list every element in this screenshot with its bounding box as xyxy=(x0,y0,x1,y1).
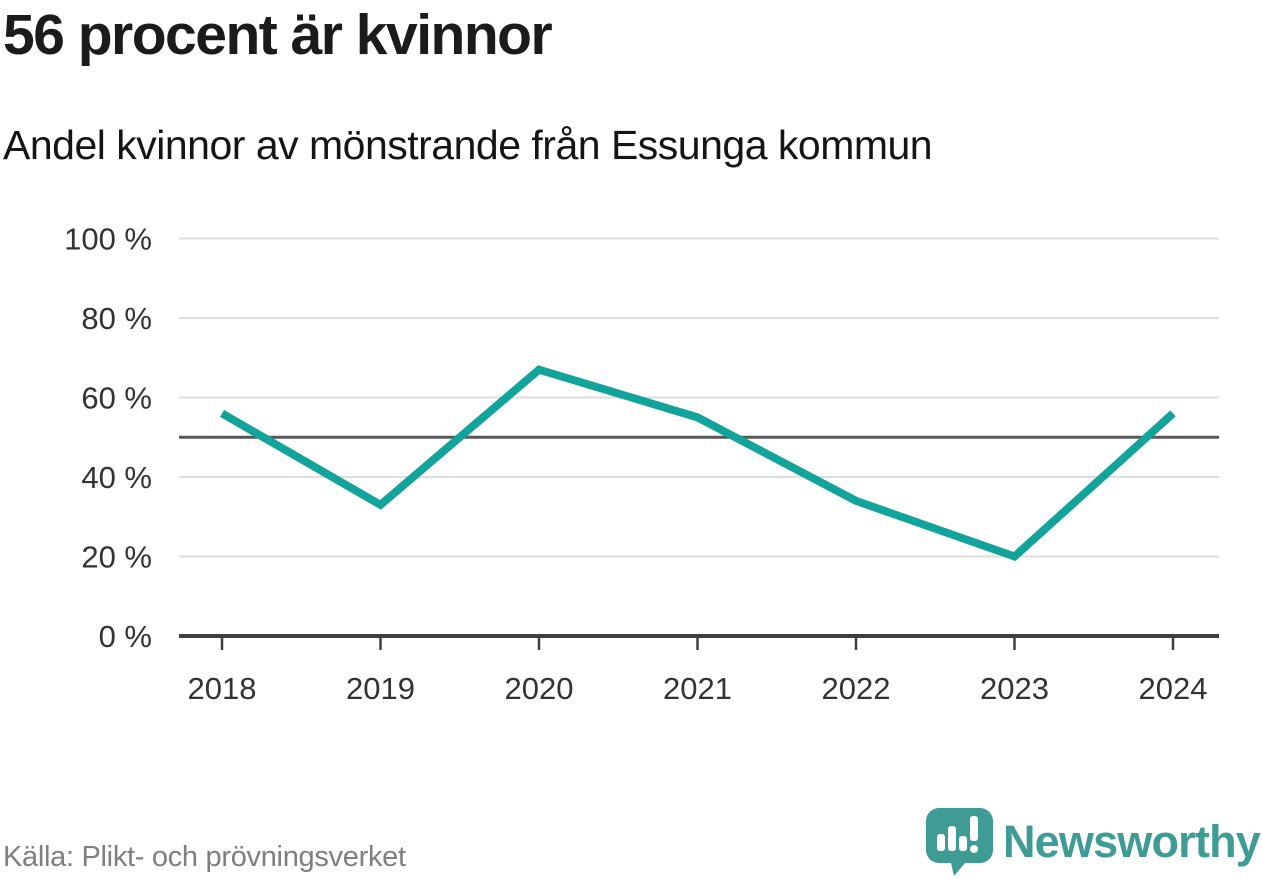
x-axis-tick-label: 2024 xyxy=(1139,671,1208,706)
y-axis-tick-label: 0 % xyxy=(99,619,152,654)
newsworthy-logo: Newsworthy xyxy=(925,806,1261,878)
exclamation-dot xyxy=(969,845,978,853)
x-axis-tick-label: 2023 xyxy=(980,671,1049,706)
y-axis-tick-label: 80 % xyxy=(81,301,152,336)
data-line-series xyxy=(220,365,1176,562)
y-axis-tick-label: 60 % xyxy=(81,381,152,416)
newsworthy-logo-text: Newsworthy xyxy=(1002,816,1261,867)
line-chart: 0 % 20 % 40 % 60 % 80 % 100 % 2018 2019 2020 2021… xyxy=(64,222,1219,706)
exclamation-bar xyxy=(969,816,978,841)
bar-1 xyxy=(936,834,945,851)
newsworthy-logo-icon xyxy=(925,808,993,876)
source-note: Källa: Plikt- och prövningsverket xyxy=(3,841,406,873)
bar-3 xyxy=(958,836,967,851)
x-axis-tick-label: 2021 xyxy=(663,671,732,706)
x-axis-tick-label: 2019 xyxy=(346,671,415,706)
x-axis-tick-label: 2018 xyxy=(188,671,257,706)
y-axis-tick-label: 40 % xyxy=(81,460,152,495)
y-axis-tick-label: 100 % xyxy=(64,222,152,257)
page-title: 56 procent är kvinnor xyxy=(3,3,553,67)
bar-2 xyxy=(947,826,956,851)
chart-subtitle: Andel kvinnor av mönstrande från Essunga… xyxy=(3,122,933,168)
x-axis-tick-label: 2020 xyxy=(505,671,574,706)
y-axis-tick-label: 20 % xyxy=(81,540,152,575)
x-axis-tick-label: 2022 xyxy=(822,671,891,706)
